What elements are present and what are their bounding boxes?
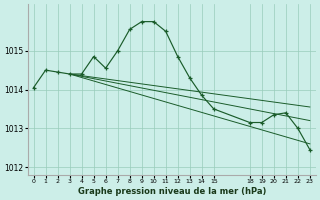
X-axis label: Graphe pression niveau de la mer (hPa): Graphe pression niveau de la mer (hPa): [77, 187, 266, 196]
